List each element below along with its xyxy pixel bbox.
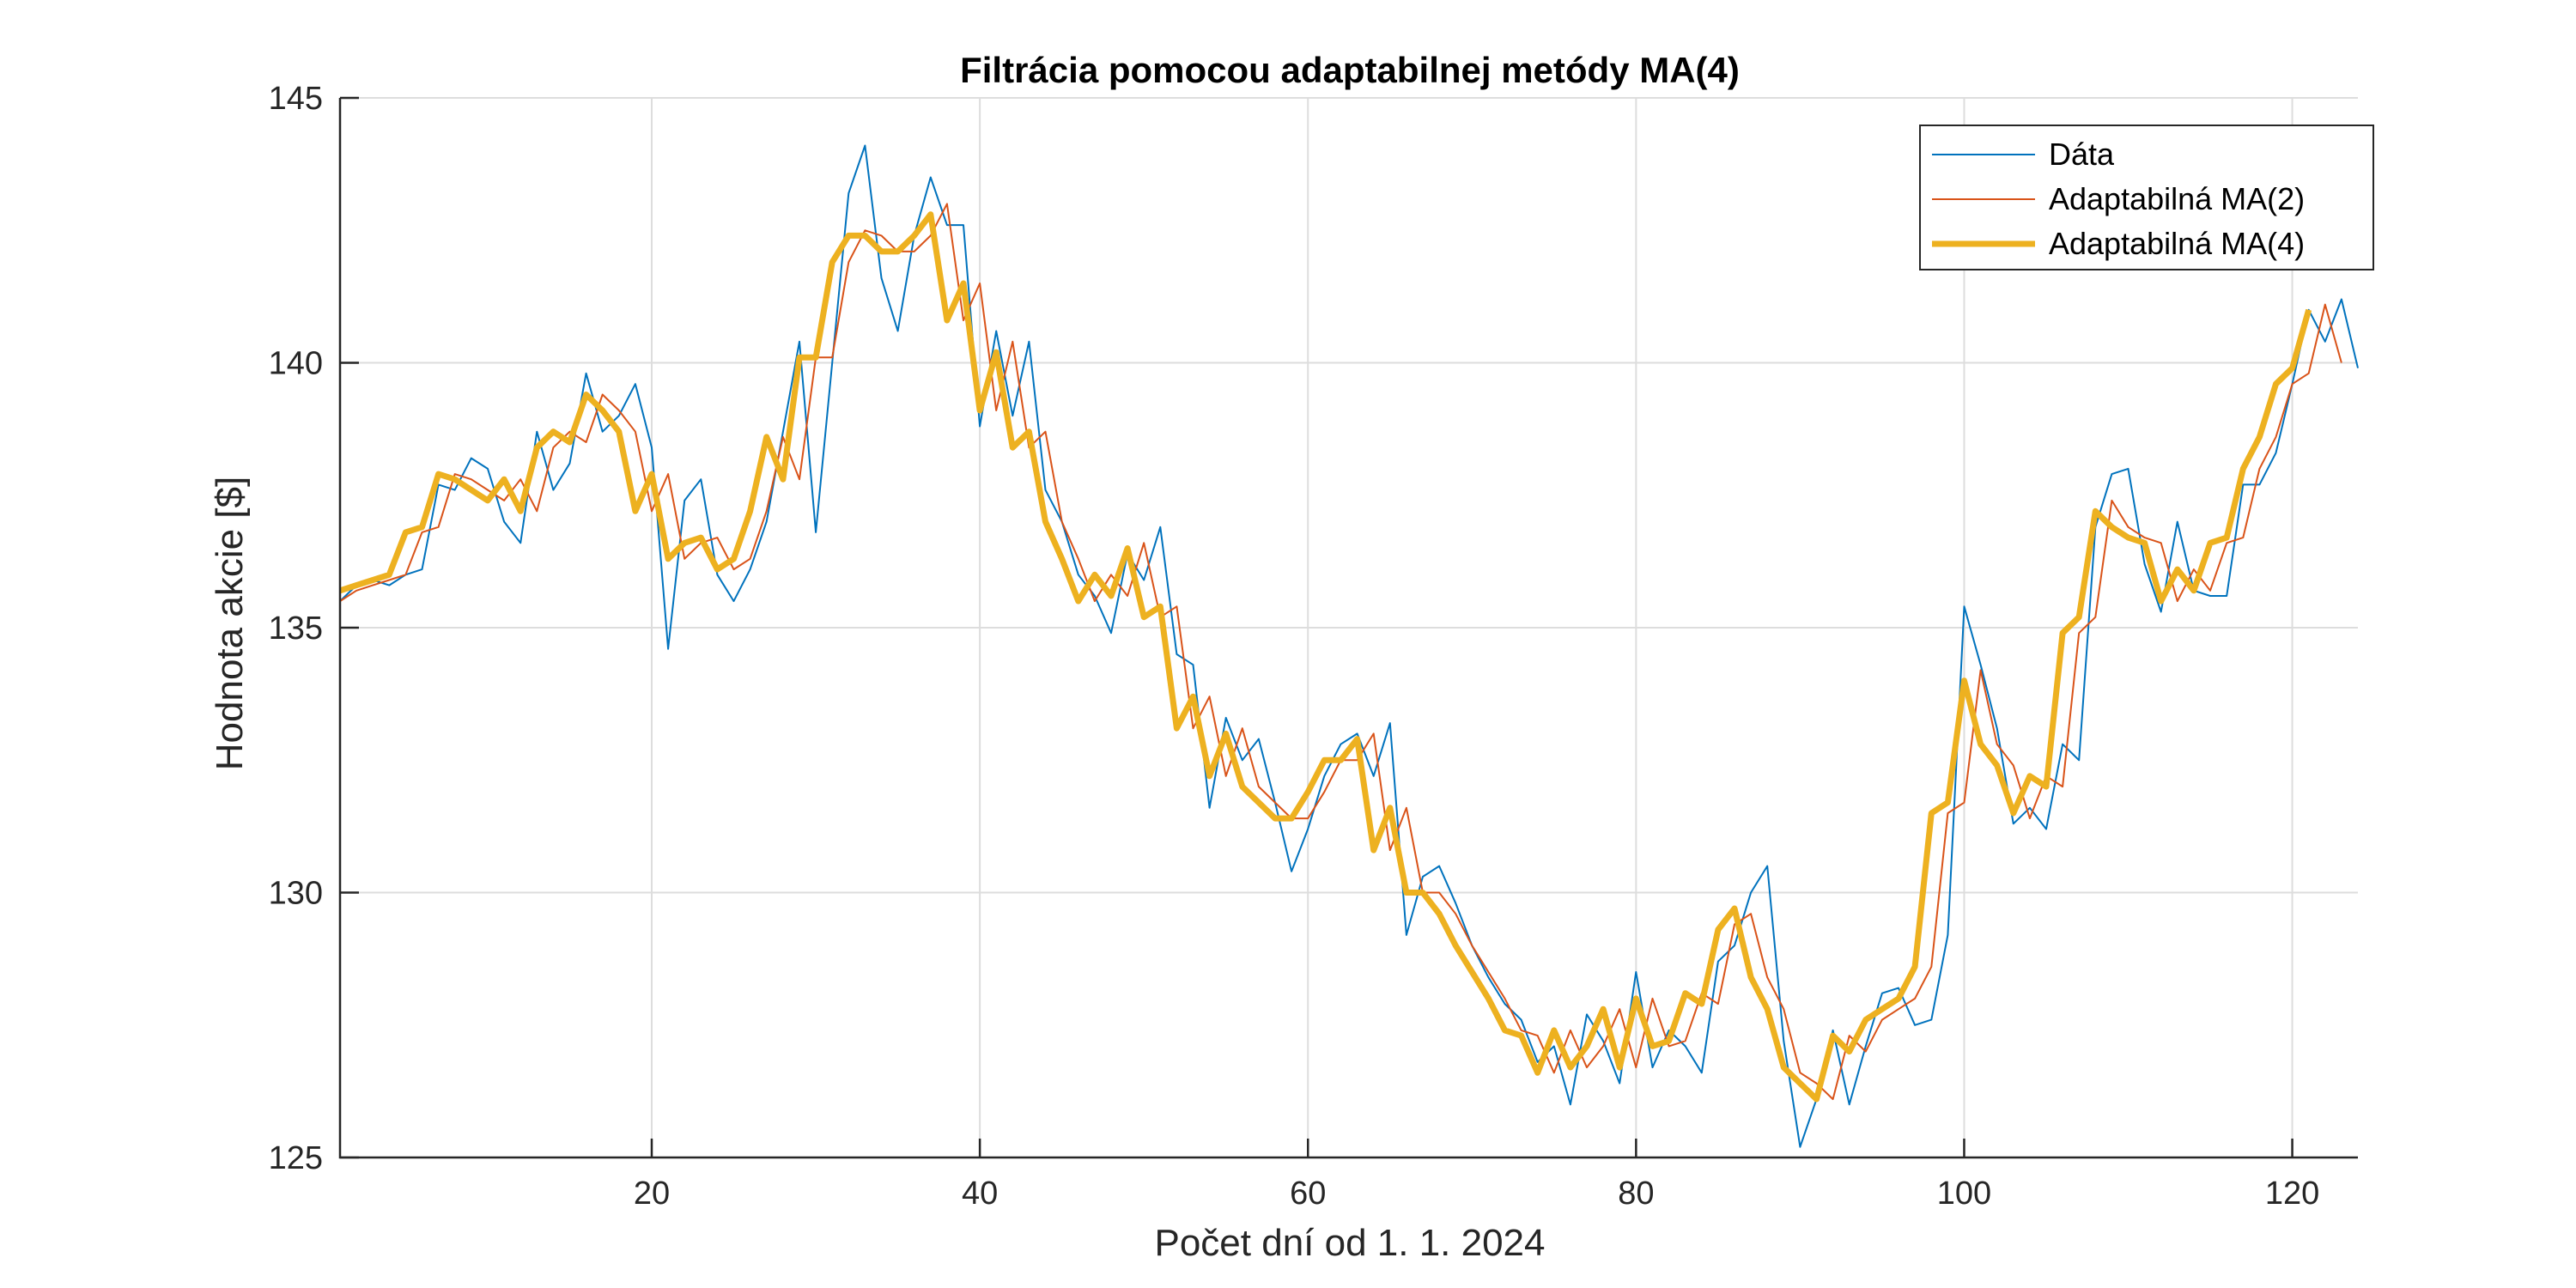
x-tick-label: 40 (962, 1176, 998, 1212)
legend-label-3: Adaptabilná MA(4) (2049, 226, 2305, 261)
y-tick-label: 145 (269, 81, 323, 117)
series-lines (338, 144, 2359, 1148)
y-axis-label: Hodnota akcie [$] (209, 477, 251, 770)
y-tick-label: 125 (269, 1140, 323, 1176)
x-tick-label: 20 (634, 1176, 670, 1212)
legend-label-2: Adaptabilná MA(2) (2049, 181, 2305, 216)
legend: Dáta Adaptabilná MA(2) Adaptabilná MA(4) (1919, 125, 2374, 270)
legend-label-1: Dáta (2049, 137, 2115, 172)
series-line-2 (339, 203, 2342, 1101)
x-tick-label: 100 (1937, 1176, 1991, 1212)
x-tick-label: 60 (1290, 1176, 1326, 1212)
chart-title: Filtrácia pomocou adaptabilnej metódy MA… (960, 50, 1740, 90)
x-tick-label: 80 (1618, 1176, 1654, 1212)
axes (338, 96, 2358, 1159)
y-tick-label: 135 (269, 611, 323, 647)
x-axis-label: Počet dní od 1. 1. 2024 (1154, 1222, 1545, 1264)
y-tick-label: 130 (269, 876, 323, 912)
series-line-3 (338, 211, 2312, 1103)
tick-labels: 20 40 60 80 100 120 125 130 135 140 145 (269, 81, 2320, 1212)
y-tick-label: 140 (269, 346, 323, 382)
series-line-1 (339, 144, 2359, 1148)
x-tick-label: 120 (2265, 1176, 2319, 1212)
